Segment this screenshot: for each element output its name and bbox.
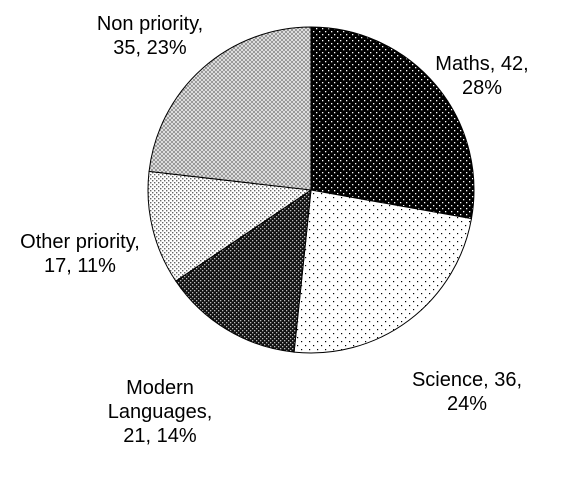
percent-label: 23% (146, 37, 187, 59)
value-label: 35 (113, 37, 136, 59)
pie-slice (293, 189, 473, 354)
percent-label: 14% (156, 425, 197, 447)
value-label: 21 (123, 425, 146, 447)
pie-slice (148, 26, 312, 191)
pie-slice (175, 188, 312, 353)
percent-label: 24% (446, 393, 488, 415)
category-label: Other priority (20, 231, 135, 253)
category-label: Maths (435, 53, 490, 75)
percent-label: 28% (461, 77, 503, 99)
value-label: 17 (44, 255, 67, 277)
slice-label: Non priority, 35, 23% (96, 13, 204, 59)
value-label: 42 (500, 53, 524, 75)
slice-label: Other priority, 17, 11% (20, 231, 140, 277)
category-label: Modern Languages (107, 377, 207, 423)
category-label: Science (411, 369, 484, 391)
percent-label: 11% (77, 255, 116, 277)
slice-label: Maths, 42, 28% (435, 53, 529, 99)
pie-slice (147, 170, 313, 282)
category-label: Non priority (96, 13, 198, 35)
slice-label: Science, 36, 24% (411, 369, 523, 415)
slice-label: Modern Languages, 21, 14% (107, 377, 213, 447)
value-label: 36 (494, 369, 517, 391)
pie-slice (310, 26, 475, 220)
